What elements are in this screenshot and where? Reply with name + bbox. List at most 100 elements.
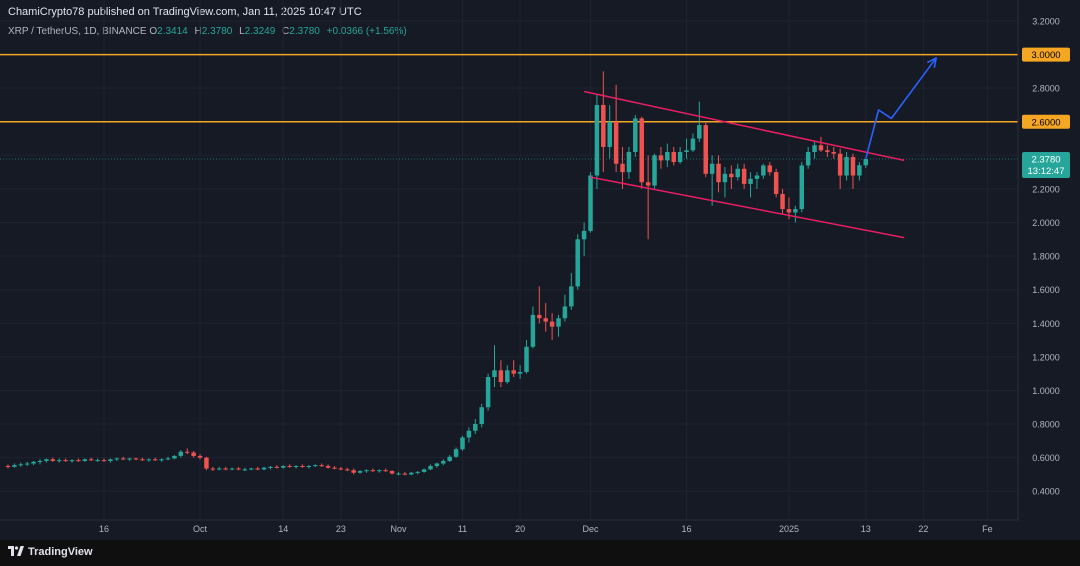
ohlc-key: L — [236, 26, 245, 37]
candle-body — [383, 470, 388, 472]
candle-body — [620, 163, 625, 173]
price-tick-label: 3.2000 — [1032, 17, 1060, 27]
candle-body — [773, 172, 779, 194]
candle-body — [421, 469, 427, 472]
ohlc-key: O — [149, 26, 158, 37]
candle-body — [242, 469, 248, 471]
candle-body — [63, 460, 68, 462]
candle-body — [69, 460, 75, 462]
candle-body — [82, 459, 88, 461]
candle-body — [684, 150, 689, 152]
candle-body — [5, 466, 11, 468]
price-tick-label: 1.8000 — [1032, 252, 1060, 262]
candle-body — [741, 168, 747, 184]
projection-arrowhead — [926, 57, 937, 68]
candle-body — [120, 458, 126, 460]
candle-body — [338, 468, 344, 470]
candle-body — [325, 466, 331, 468]
price-tick-label: 2.0000 — [1032, 218, 1060, 228]
candle-body — [460, 437, 465, 450]
candle-body — [191, 452, 196, 456]
candle-body — [837, 153, 843, 176]
price-tick-label: 1.6000 — [1032, 285, 1060, 295]
candle-body — [415, 471, 420, 473]
candle-body — [473, 424, 478, 431]
candle-body — [466, 430, 472, 438]
projection-path — [864, 57, 937, 159]
candle-body — [607, 121, 612, 147]
candle-body — [556, 318, 561, 327]
level-price-label: 2.6000 — [1031, 117, 1060, 128]
ohlc-key: H — [191, 26, 202, 37]
candle-body — [786, 209, 792, 213]
ohlc-value: 2.3780 — [289, 26, 320, 37]
candle-body — [594, 104, 600, 176]
candle-body — [505, 370, 510, 383]
time-axis-bg — [0, 520, 1080, 540]
last-price-tag — [1022, 152, 1070, 179]
candle-body — [229, 468, 235, 470]
symbol-legend[interactable]: XRP / TetherUS, 1D, BINANCE O2.3414 H2.3… — [8, 26, 407, 37]
candle-body — [44, 459, 49, 461]
time-axis[interactable]: 16 Oct 14 23 Nov 11 20 Dec 16 2025 13 22 Fe — [0, 519, 1080, 540]
time-tick-label: 23 — [336, 524, 346, 534]
candle-body — [217, 468, 222, 470]
tradingview-logo-icon — [8, 546, 24, 556]
candle-body — [197, 455, 203, 458]
candle-body — [498, 370, 504, 383]
price-axis[interactable]: 0.4000 0.6000 0.8000 1.0000 1.2000 1.4000 1.60… — [1017, 0, 1080, 540]
candle-body — [761, 165, 766, 176]
candle-body — [172, 455, 177, 459]
candle-body — [754, 175, 760, 179]
level-price-tag — [1022, 47, 1070, 62]
candle-body — [101, 460, 107, 462]
candle-body — [178, 451, 184, 456]
candle-body — [140, 459, 145, 461]
candle-body — [351, 470, 356, 473]
candle-body — [146, 459, 152, 461]
chart-header: ChamiCrypto78 published on TradingView.c… — [0, 0, 1080, 22]
price-chart[interactable]: 0.4000 0.6000 0.8000 1.0000 1.2000 1.4000 1.60… — [0, 0, 1080, 540]
candle-body — [658, 155, 664, 161]
candle-body — [12, 465, 17, 467]
price-tick-label: 2.2000 — [1032, 184, 1060, 194]
symbol-name: XRP / TetherUS, 1D, BINANCE — [8, 26, 147, 37]
candle-body — [492, 370, 497, 378]
price-tick-label: 0.6000 — [1032, 453, 1060, 463]
candle-body — [152, 459, 158, 461]
candle-body — [524, 346, 529, 372]
candle-body — [402, 473, 408, 475]
time-tick-label: 22 — [918, 524, 928, 534]
candle-body — [274, 466, 280, 468]
candle-body — [517, 371, 523, 374]
candle-body — [690, 138, 696, 151]
time-tick-label: 16 — [99, 524, 109, 534]
bar-countdown-label: 13:12:47 — [1028, 166, 1065, 177]
drawings — [583, 57, 937, 239]
brand-name: TradingView — [28, 546, 93, 558]
price-tick-label: 0.4000 — [1032, 487, 1060, 497]
time-tick-label: 20 — [515, 524, 525, 534]
candle-body — [716, 163, 721, 183]
time-tick-label: 11 — [458, 524, 467, 534]
price-tick-label: 1.4000 — [1032, 319, 1060, 329]
tradingview-logo[interactable]: TradingView — [8, 546, 93, 558]
level-price-tag — [1022, 114, 1070, 129]
candle-body — [626, 151, 632, 173]
candle-body — [159, 459, 164, 461]
candle-body — [831, 151, 837, 154]
candle-body — [306, 466, 312, 468]
price-axis-bg — [1018, 0, 1080, 540]
candle-body — [56, 460, 62, 462]
candle-body — [825, 150, 830, 152]
candle-body — [799, 165, 804, 210]
candle-body — [370, 470, 376, 472]
candle-body — [24, 463, 30, 465]
candle-body — [511, 370, 516, 374]
candle-body — [441, 460, 446, 464]
candle-body — [127, 458, 132, 460]
candle-body — [377, 470, 382, 472]
candle-body — [319, 465, 324, 467]
candle-body — [268, 466, 273, 468]
candle-body — [850, 157, 856, 176]
